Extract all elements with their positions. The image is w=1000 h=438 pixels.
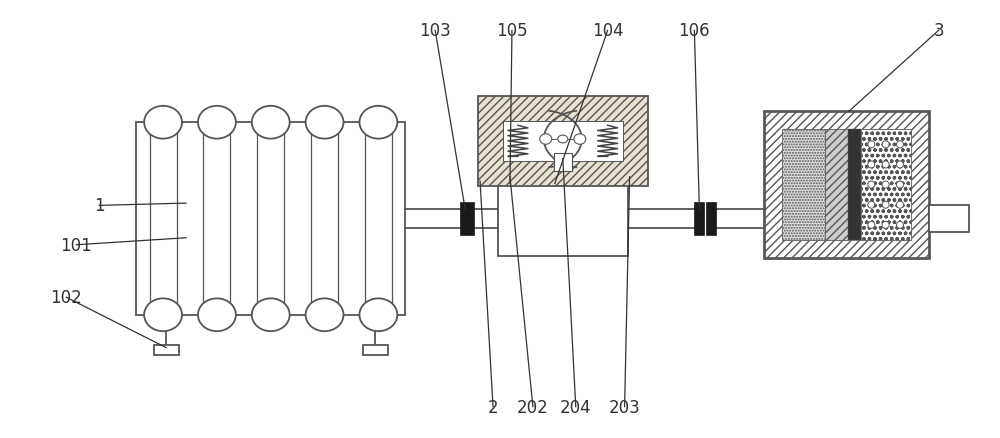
Ellipse shape	[896, 162, 903, 169]
Bar	[694, 203, 704, 235]
Ellipse shape	[144, 106, 182, 139]
Ellipse shape	[868, 222, 875, 229]
Ellipse shape	[198, 299, 236, 332]
Bar	[136, 123, 405, 315]
Ellipse shape	[882, 182, 889, 189]
Ellipse shape	[882, 222, 889, 229]
Text: 204: 204	[560, 398, 592, 416]
Ellipse shape	[896, 182, 903, 189]
Text: 101: 101	[60, 236, 92, 254]
Ellipse shape	[198, 106, 236, 139]
Ellipse shape	[882, 141, 889, 148]
Bar	[764, 112, 929, 258]
Bar	[929, 206, 969, 232]
Text: 3: 3	[933, 22, 944, 40]
Bar	[503, 122, 623, 161]
Text: 202: 202	[517, 398, 549, 416]
Ellipse shape	[252, 106, 290, 139]
Ellipse shape	[359, 299, 397, 332]
Ellipse shape	[306, 299, 343, 332]
Bar	[460, 203, 474, 235]
Ellipse shape	[252, 299, 290, 332]
Ellipse shape	[896, 222, 903, 229]
Bar	[861, 130, 911, 240]
Bar	[554, 154, 572, 171]
Bar	[363, 346, 388, 355]
Ellipse shape	[896, 141, 903, 148]
Text: 2: 2	[488, 398, 498, 416]
Bar	[706, 203, 716, 235]
Bar	[825, 130, 848, 240]
Text: 104: 104	[592, 22, 623, 40]
Text: 1: 1	[94, 197, 105, 215]
Ellipse shape	[540, 134, 552, 145]
Ellipse shape	[574, 134, 586, 145]
Ellipse shape	[558, 136, 568, 144]
Text: 106: 106	[679, 22, 710, 40]
Text: 203: 203	[609, 398, 640, 416]
Ellipse shape	[359, 106, 397, 139]
Ellipse shape	[868, 141, 875, 148]
Ellipse shape	[868, 182, 875, 189]
Ellipse shape	[882, 202, 889, 209]
Text: 105: 105	[496, 22, 528, 40]
Ellipse shape	[306, 106, 343, 139]
Bar	[478, 97, 648, 186]
Bar	[498, 184, 628, 256]
Bar	[782, 130, 825, 240]
Text: 103: 103	[419, 22, 451, 40]
Bar	[848, 130, 861, 240]
Ellipse shape	[868, 202, 875, 209]
Text: 102: 102	[51, 289, 82, 307]
Bar	[154, 346, 179, 355]
Ellipse shape	[882, 162, 889, 169]
Ellipse shape	[896, 202, 903, 209]
Ellipse shape	[868, 162, 875, 169]
Bar	[782, 130, 911, 240]
Ellipse shape	[144, 299, 182, 332]
